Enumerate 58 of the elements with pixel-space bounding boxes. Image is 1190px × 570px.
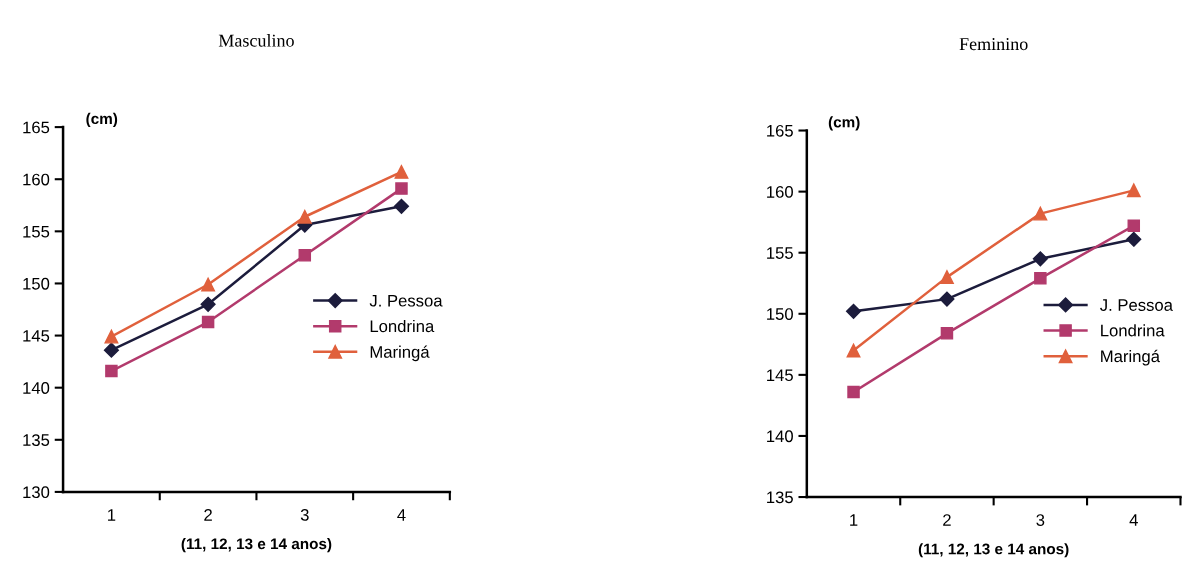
x-tick-label: 1 — [108, 509, 116, 521]
point — [105, 364, 118, 378]
point — [393, 198, 410, 214]
point — [1127, 219, 1141, 233]
y-tick-label: 135 — [767, 491, 793, 504]
y-tick-label: 150 — [767, 308, 793, 320]
point — [1126, 231, 1142, 247]
point — [1033, 206, 1048, 221]
point — [297, 209, 312, 224]
x-tick-label: 3 — [1036, 514, 1045, 526]
point — [939, 270, 954, 285]
y-tick-label: 165 — [767, 124, 793, 137]
y-tick-label: 135 — [23, 434, 50, 446]
point — [103, 342, 119, 358]
x-tick-label: 4 — [1129, 514, 1138, 526]
point — [845, 303, 862, 319]
point — [104, 329, 119, 344]
x-axis-title: (11, 12, 13 e 14 anos) — [918, 543, 1069, 558]
x-tick-label: 1 — [850, 514, 858, 526]
point — [939, 291, 955, 307]
chart-title: Feminino — [959, 38, 1028, 51]
point — [298, 249, 312, 262]
y-tick-label: 155 — [767, 247, 793, 259]
legend-label: Maringá — [1101, 349, 1160, 366]
point — [395, 182, 408, 195]
y-tick-label: 145 — [23, 330, 50, 342]
legend-label: Londrina — [1101, 324, 1165, 337]
point — [200, 296, 216, 312]
x-tick-label: 2 — [943, 514, 951, 526]
x-tick-label: 3 — [300, 509, 309, 521]
point — [201, 315, 215, 329]
y-tick-label: 130 — [23, 486, 50, 499]
x-axis-title: (11, 12, 13 e 14 anos) — [181, 538, 332, 553]
y-tick-label: 145 — [767, 369, 793, 382]
legend-label: Maringá — [370, 345, 430, 362]
point — [1034, 272, 1047, 285]
y-tick-label: 140 — [23, 382, 50, 394]
point — [846, 343, 861, 358]
legend-label: J. Pessoa — [369, 294, 443, 307]
legend-label: J. Pessoa — [1100, 299, 1173, 311]
chart-title: Masculino — [218, 34, 294, 47]
y-tick-label: 150 — [23, 277, 50, 290]
y-tick-label: 165 — [23, 121, 50, 134]
point — [940, 327, 954, 340]
point — [394, 164, 409, 179]
legend-label: Londrina — [370, 319, 435, 333]
x-tick-label: 2 — [204, 509, 212, 521]
point — [1126, 183, 1141, 198]
y-tick-label: 160 — [23, 173, 50, 186]
point — [201, 277, 216, 292]
y-tick-label: 140 — [767, 430, 793, 443]
y-tick-label: 160 — [767, 186, 793, 198]
point — [847, 385, 860, 399]
x-tick-label: 4 — [397, 509, 406, 521]
y-axis-title: (cm) — [828, 116, 860, 131]
y-axis-title: (cm) — [86, 112, 118, 128]
point — [1032, 251, 1048, 267]
y-tick-label: 155 — [23, 225, 50, 238]
